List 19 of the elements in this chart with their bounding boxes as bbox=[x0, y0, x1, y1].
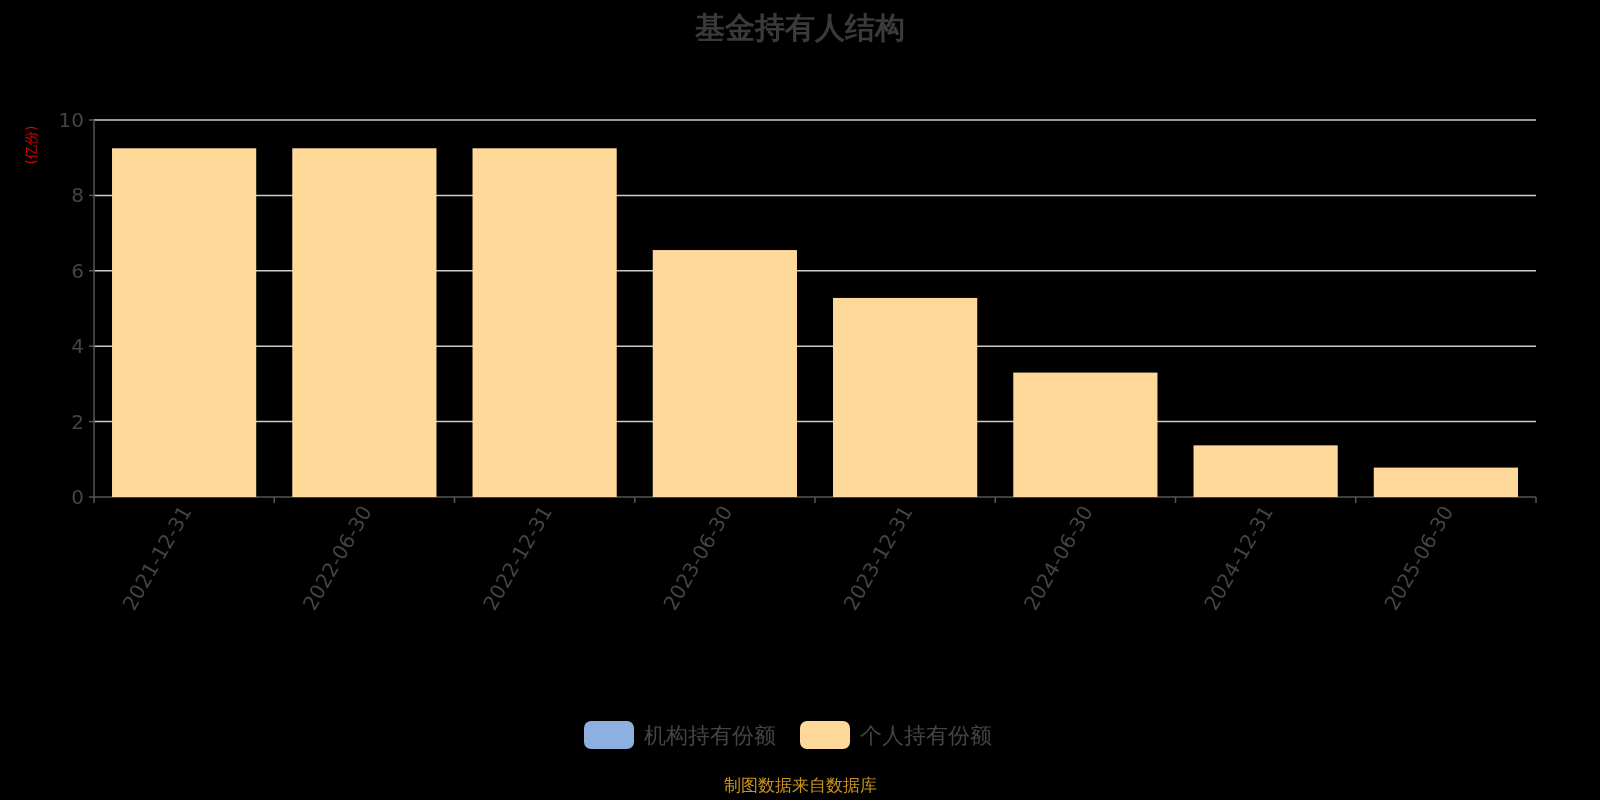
y-tick-label: 4 bbox=[71, 334, 84, 359]
text: 制图数据来自数据库 bbox=[723, 775, 877, 795]
bar bbox=[1193, 445, 1338, 497]
bar bbox=[472, 148, 617, 497]
bar bbox=[292, 148, 437, 497]
legend-label: 机构持有份额 bbox=[644, 723, 776, 748]
y-tick-label: 10 bbox=[58, 108, 84, 132]
y-tick-label: 8 bbox=[71, 183, 84, 208]
y-tick-label: 0 bbox=[71, 485, 84, 509]
legend-label: 个人持有份额 bbox=[860, 723, 992, 748]
y-axis-title: (亿份) bbox=[23, 125, 39, 165]
chart-title: 基金持有人结构 bbox=[694, 10, 905, 45]
bar bbox=[652, 250, 797, 497]
bar bbox=[1373, 467, 1518, 497]
y-tick-label: 2 bbox=[71, 409, 84, 434]
bar bbox=[112, 148, 257, 497]
bar bbox=[833, 297, 978, 497]
y-tick-label: 6 bbox=[71, 258, 84, 283]
bar bbox=[1013, 372, 1158, 497]
